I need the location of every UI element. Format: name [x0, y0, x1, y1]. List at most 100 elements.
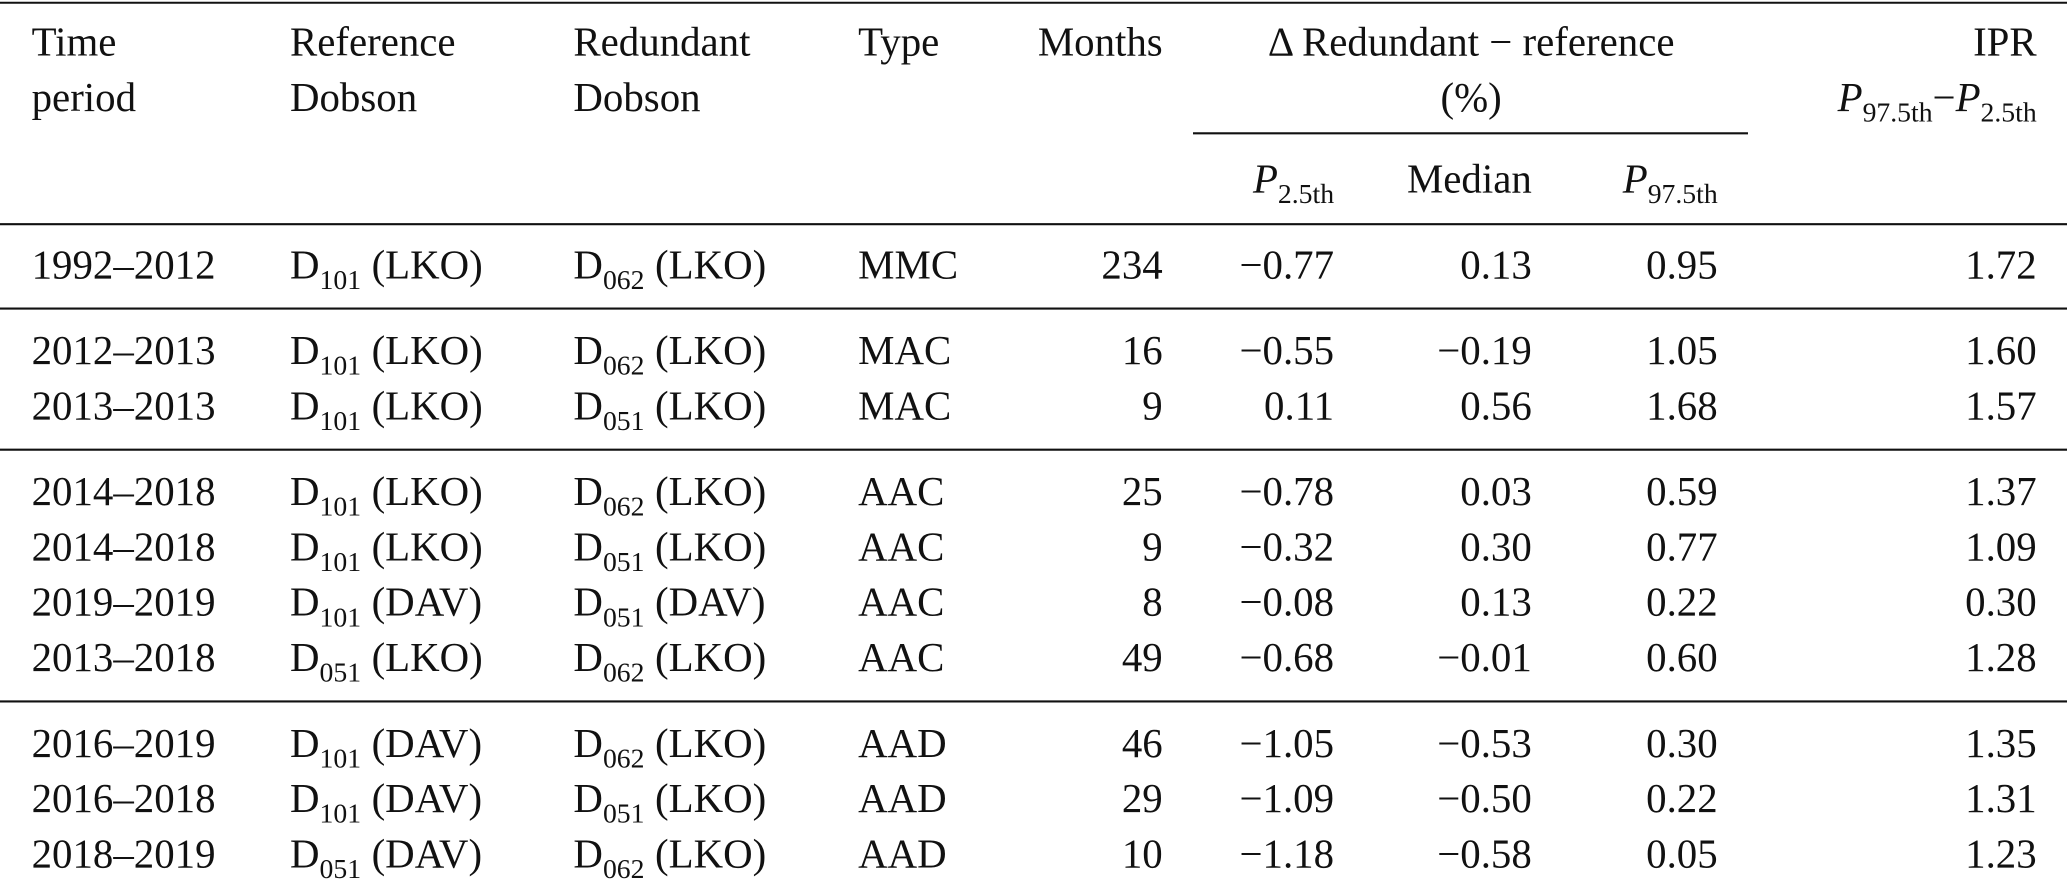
cell: −0.58	[1437, 832, 1532, 877]
cell: 9	[1142, 383, 1162, 428]
cell: 0.11	[1264, 383, 1334, 428]
cell: 0.03	[1460, 469, 1532, 514]
cell: AAD	[858, 721, 947, 766]
cell: −1.18	[1239, 832, 1334, 877]
header: Δ Redundant − reference	[1268, 19, 1675, 64]
subscript: 2.5th	[1981, 96, 2037, 127]
cell: 0.30	[1646, 721, 1718, 766]
subscript: 2.5th	[1278, 178, 1334, 209]
cell: 2019–2019	[32, 580, 216, 625]
instrument: D	[290, 721, 320, 766]
cell: 234	[1101, 242, 1162, 287]
site: (LKO)	[655, 832, 766, 877]
cell: 0.22	[1646, 580, 1718, 625]
subscript: 062	[603, 491, 645, 522]
cell: 1.72	[1965, 242, 2037, 287]
subscript: 101	[320, 546, 362, 577]
instrument: D	[573, 242, 603, 287]
cell: −0.53	[1437, 721, 1532, 766]
cell: −1.09	[1239, 776, 1334, 821]
cell: D051 (LKO)	[573, 524, 766, 577]
subscript: 101	[320, 601, 362, 632]
instrument: D	[573, 469, 603, 514]
cell: −0.50	[1437, 776, 1532, 821]
instrument: D	[573, 776, 603, 821]
cell: −0.32	[1239, 524, 1334, 569]
cell: 1.37	[1965, 469, 2037, 514]
cell: D062 (LKO)	[573, 721, 766, 774]
cell: 0.22	[1646, 776, 1718, 821]
cell: 1.35	[1965, 721, 2037, 766]
instrument: D	[290, 242, 320, 287]
cell: D051 (LKO)	[573, 776, 766, 829]
site: (DAV)	[655, 580, 765, 625]
cell: 0.13	[1460, 242, 1532, 287]
cell: D051 (DAV)	[573, 580, 765, 633]
instrument: D	[573, 524, 603, 569]
cell: 0.13	[1460, 580, 1532, 625]
site: (DAV)	[372, 721, 482, 766]
cell: D062 (LKO)	[573, 242, 766, 295]
site: (LKO)	[655, 776, 766, 821]
cell: 25	[1122, 469, 1163, 514]
cell: D101 (LKO)	[290, 383, 483, 436]
cell: MAC	[858, 383, 951, 428]
instrument: D	[290, 383, 320, 428]
cell: AAD	[858, 832, 947, 877]
cell: D101 (LKO)	[290, 328, 483, 381]
instrument: D	[573, 580, 603, 625]
header: Dobson	[573, 75, 700, 120]
cell: D062 (LKO)	[573, 832, 766, 885]
site: (LKO)	[372, 242, 483, 287]
site: (LKO)	[655, 635, 766, 680]
header: P97.5th−P2.5th	[1837, 75, 2037, 128]
cell: 1.60	[1965, 328, 2037, 373]
cell: −0.78	[1239, 469, 1334, 514]
subscript: 101	[320, 742, 362, 773]
instrument: D	[573, 832, 603, 877]
subscript: 051	[603, 601, 645, 632]
cell: D051 (LKO)	[573, 383, 766, 436]
cell: D062 (LKO)	[573, 635, 766, 688]
cell: 1992–2012	[32, 242, 216, 287]
cell: MAC	[858, 328, 951, 373]
header: Median	[1407, 157, 1532, 202]
subscript: 101	[320, 405, 362, 436]
cell: 46	[1122, 721, 1163, 766]
cell: D101 (DAV)	[290, 776, 482, 829]
instrument: D	[573, 721, 603, 766]
cell: 0.30	[1460, 524, 1532, 569]
header: (%)	[1441, 75, 1502, 120]
cell: −0.55	[1239, 328, 1334, 373]
cell: D101 (LKO)	[290, 524, 483, 577]
instrument: D	[290, 524, 320, 569]
cell: AAC	[858, 524, 944, 569]
cell: 10	[1122, 832, 1163, 877]
site: (LKO)	[655, 469, 766, 514]
cell: 2013–2013	[32, 383, 216, 428]
site: (DAV)	[372, 776, 482, 821]
cell: 2012–2013	[32, 328, 216, 373]
subscript: 051	[320, 657, 362, 688]
cell: −1.05	[1239, 721, 1334, 766]
subscript: 062	[603, 657, 645, 688]
site: (LKO)	[655, 524, 766, 569]
header: period	[32, 75, 136, 120]
cell: 1.05	[1646, 328, 1718, 373]
cell: 2014–2018	[32, 469, 216, 514]
site: (LKO)	[372, 635, 483, 680]
header: P97.5th	[1622, 157, 1718, 210]
site: (LKO)	[372, 383, 483, 428]
cell: 16	[1122, 328, 1163, 373]
cell: D062 (LKO)	[573, 469, 766, 522]
cell: 1.68	[1646, 383, 1718, 428]
site: (DAV)	[372, 832, 482, 877]
header: IPR	[1973, 19, 2037, 64]
cell: D051 (LKO)	[290, 635, 483, 688]
subscript: 062	[603, 349, 645, 380]
cell: 2016–2018	[32, 776, 216, 821]
site: (LKO)	[655, 242, 766, 287]
subscript: 051	[603, 405, 645, 436]
site: (LKO)	[372, 328, 483, 373]
